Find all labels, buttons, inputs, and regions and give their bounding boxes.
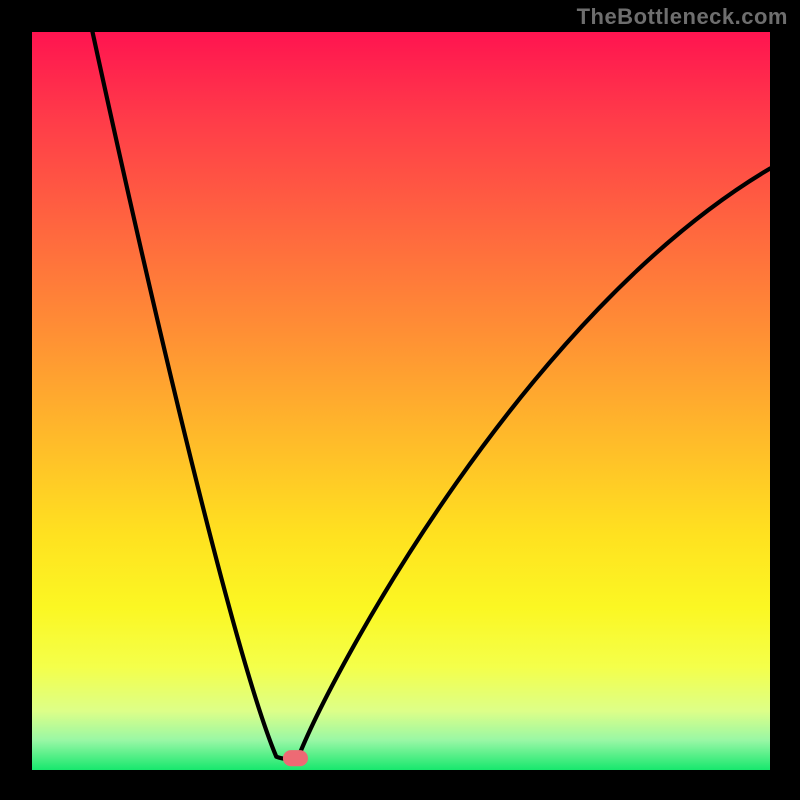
- optimum-marker: [283, 750, 308, 766]
- watermark-text: TheBottleneck.com: [577, 4, 788, 30]
- plot-svg: [32, 32, 770, 770]
- plot-area: [32, 32, 770, 770]
- gradient-background: [32, 32, 770, 770]
- chart-frame: TheBottleneck.com: [0, 0, 800, 800]
